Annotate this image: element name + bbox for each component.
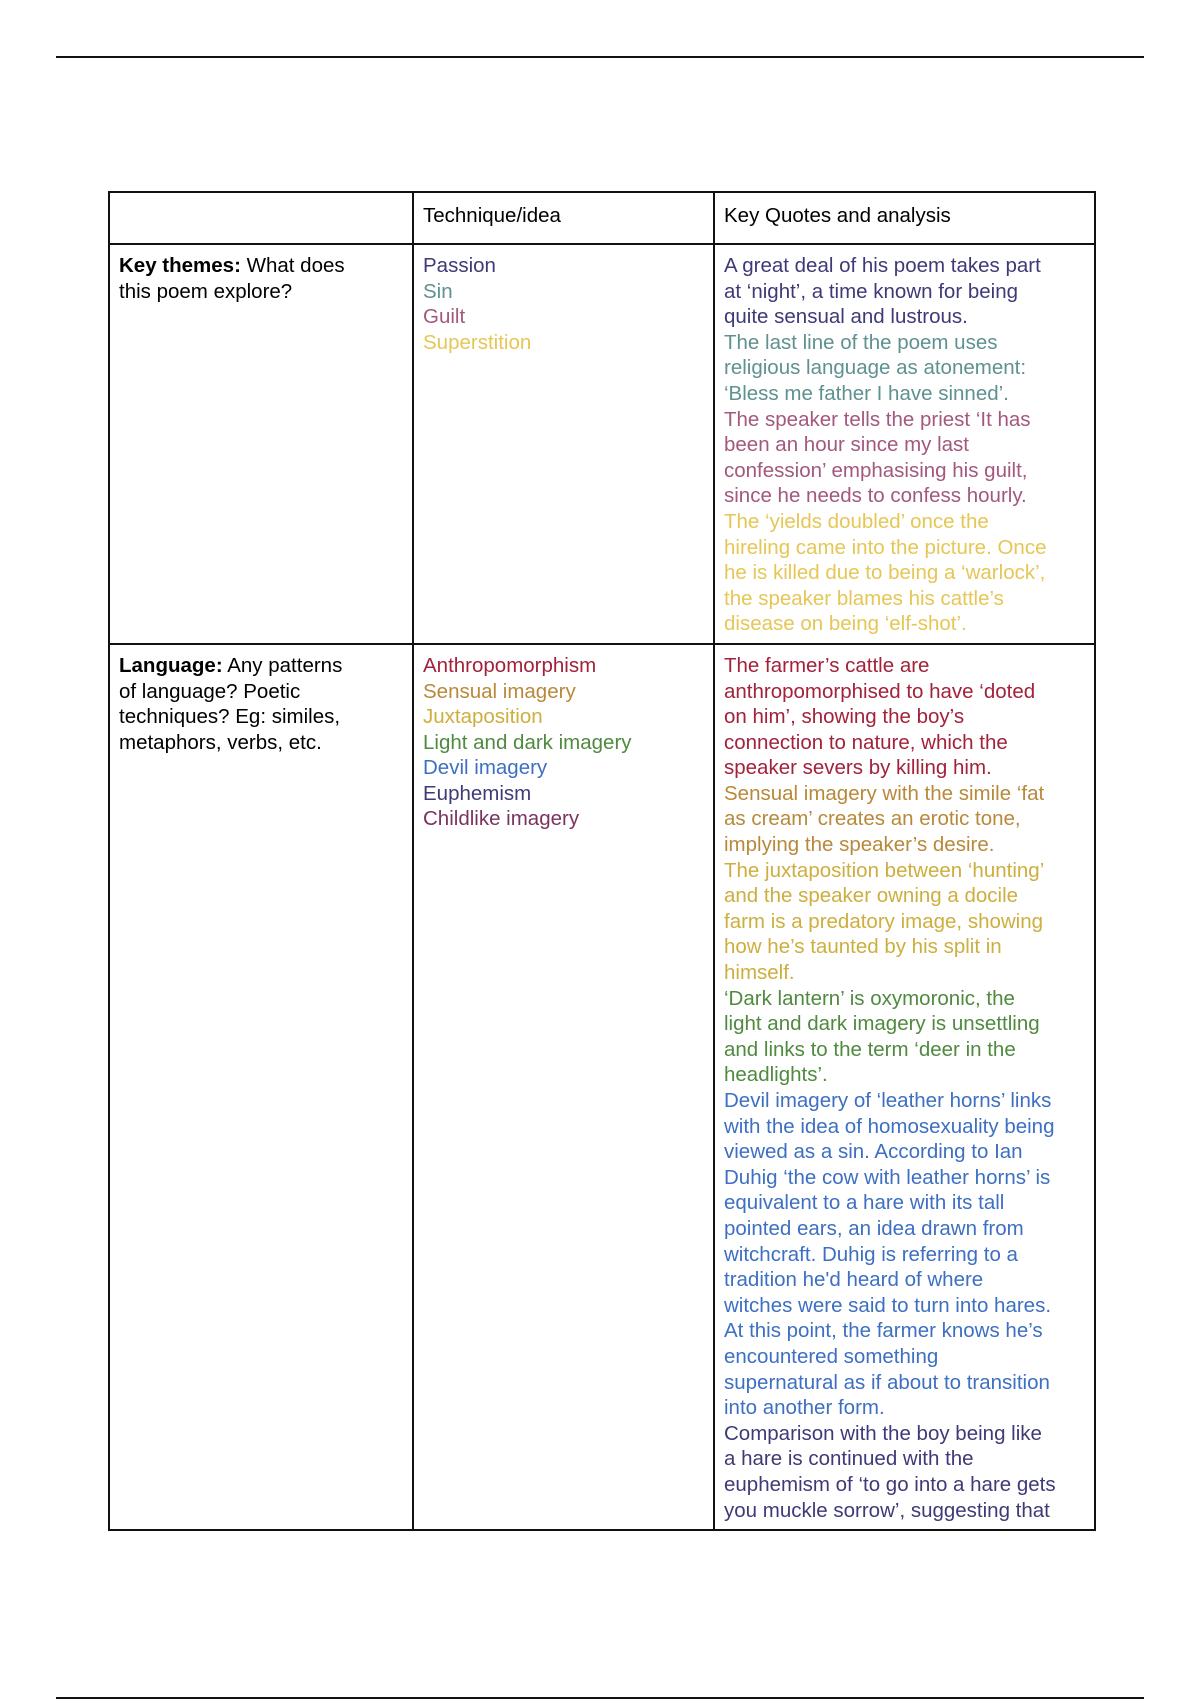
technique-item: Euphemism (423, 781, 532, 805)
analysis-paragraph: Devil imagery of ‘leather horns’ links wi… (724, 1088, 1085, 1421)
row-label-line: metaphors, verbs, etc. (119, 730, 322, 754)
analysis-line: supernatural as if about to transition (724, 1370, 1050, 1394)
top-rule (56, 56, 1144, 58)
table-row-themes: Key themes: What does this poem explore? … (108, 243, 1096, 645)
analysis-paragraph: The speaker tells the priest ‘It has been… (724, 407, 1085, 509)
analysis-line: euphemism of ‘to go into a hare gets (724, 1472, 1056, 1496)
analysis-line: implying the speaker’s desire. (724, 833, 995, 857)
row-label-line: this poem explore? (119, 279, 293, 303)
technique-item: Sensual imagery (423, 679, 576, 703)
technique-item: Sin (423, 279, 453, 303)
analysis-line: religious language as atonement: (724, 356, 1027, 380)
analysis-line: as cream’ creates an erotic tone, (724, 807, 1021, 831)
analysis-line: equivalent to a hare with its tall (724, 1191, 1005, 1215)
technique-list: Passion Sin Guilt Superstition (412, 243, 715, 645)
row-label-text: What does (246, 254, 345, 277)
analysis-line: A great deal of his poem takes part (724, 254, 1041, 277)
analysis-line: disease on being ‘elf-shot’. (724, 612, 967, 636)
table-row-language: Language: Any patterns of language? Poeti… (108, 642, 1096, 1532)
analysis-line: a hare is continued with the (724, 1447, 974, 1471)
analysis-line: connection to nature, which the (724, 730, 1008, 754)
analysis-line: The farmer’s cattle are (724, 653, 930, 677)
technique-item: Childlike imagery (423, 807, 580, 831)
analysis-line: viewed as a sin. According to Ian (724, 1140, 1023, 1164)
analysis-line: Duhig ‘the cow with leather horns’ is (724, 1165, 1051, 1189)
row-label-bold: Key themes: (119, 254, 241, 277)
header-empty-cell (108, 191, 414, 245)
row-label-line: Key themes: What does (119, 253, 403, 279)
header-quotes: Key Quotes and analysis (713, 191, 1096, 245)
analysis-line: farm is a predatory image, showing (724, 909, 1044, 933)
analysis-line: pointed ears, an idea drawn from (724, 1216, 1024, 1240)
row-label: Key themes: What does this poem explore? (108, 243, 414, 645)
analysis-line: into another form. (724, 1396, 885, 1420)
analysis-line: Sensual imagery with the simile ‘fat (724, 781, 1045, 805)
row-label-text: Any patterns (227, 653, 343, 677)
analysis-paragraph: Sensual imagery with the simile ‘fat as c… (724, 781, 1085, 858)
analysis-paragraph: The juxtaposition between ‘hunting’ and t… (724, 858, 1085, 986)
analysis-line: the speaker blames his cattle’s (724, 586, 1004, 610)
technique-item: Anthropomorphism (423, 653, 597, 677)
bottom-rule (56, 1697, 1144, 1699)
analysis-line: The ‘yields doubled’ once the (724, 509, 989, 533)
analysis-line: Devil imagery of ‘leather horns’ links (724, 1089, 1052, 1112)
row-label-bold: Language: (119, 653, 223, 677)
analysis-paragraph: The farmer’s cattle are anthropomorphised… (724, 653, 1085, 781)
technique-item: Juxtaposition (423, 705, 543, 729)
analysis-line: ‘Dark lantern’ is oxymoronic, the (724, 986, 1015, 1010)
header-technique: Technique/idea (412, 191, 715, 245)
analysis-line: The speaker tells the priest ‘It has (724, 407, 1031, 431)
analysis-line: anthropomorphised to have ‘doted (724, 679, 1036, 703)
analysis-line: since he needs to confess hourly. (724, 484, 1027, 508)
analysis-line: ‘Bless me father I have sinned’. (724, 381, 1009, 405)
analysis-line: himself. (724, 961, 795, 985)
analysis-line: At this point, the farmer knows he’s (724, 1319, 1043, 1343)
analysis-paragraph: ‘Dark lantern’ is oxymoronic, the light a… (724, 986, 1085, 1088)
analysis-line: confession’ emphasising his guilt, (724, 458, 1028, 482)
analysis-line: Comparison with the boy being like (724, 1421, 1042, 1445)
analysis-line: The last line of the poem uses (724, 330, 998, 354)
analysis-line: witches were said to turn into hares. (724, 1293, 1052, 1317)
analysis-line: speaker severs by killing him. (724, 756, 992, 780)
analysis-paragraph: The last line of the poem uses religious … (724, 330, 1085, 407)
analysis-line: witchcraft. Duhig is referring to a (724, 1242, 1018, 1266)
analysis-line: you muckle sorrow’, suggesting that (724, 1498, 1050, 1522)
technique-list: Anthropomorphism Sensual imagery Juxtaposi… (412, 642, 715, 1532)
row-label-line: of language? Poetic (119, 679, 301, 703)
analysis-line: how he’s taunted by his split in (724, 935, 1002, 959)
technique-item: Superstition (423, 330, 532, 354)
header-row: Technique/idea Key Quotes and analysis (108, 191, 1096, 245)
analysis-line: quite sensual and lustrous. (724, 305, 968, 329)
analysis-line: headlights’. (724, 1063, 828, 1087)
row-label-line: Language: Any patterns (119, 653, 403, 679)
analysis-line: The juxtaposition between ‘hunting’ (724, 858, 1045, 882)
analysis-line: been an hour since my last (724, 433, 969, 457)
analysis-cell: The farmer’s cattle are anthropomorphised… (713, 642, 1096, 1532)
analysis-paragraph: The ‘yields doubled’ once the hireling ca… (724, 509, 1085, 637)
analysis-line: tradition he'd heard of where (724, 1268, 984, 1292)
technique-item: Devil imagery (423, 756, 548, 780)
analysis-paragraph: A great deal of his poem takes part at ‘n… (724, 253, 1085, 330)
analysis-paragraph: Comparison with the boy being like a hare… (724, 1421, 1085, 1523)
analysis-cell: A great deal of his poem takes part at ‘n… (713, 243, 1096, 645)
analysis-line: at ‘night’, a time known for being (724, 279, 1018, 303)
analysis-line: light and dark imagery is unsettling (724, 1012, 1040, 1036)
analysis-table: Technique/idea Key Quotes and analysis K… (108, 191, 1096, 1532)
analysis-line: and the speaker owning a docile (724, 884, 1019, 908)
analysis-line: with the idea of homosexuality being (724, 1114, 1055, 1138)
row-label: Language: Any patterns of language? Poeti… (108, 642, 414, 1532)
analysis-line: hireling came into the picture. Once (724, 535, 1047, 559)
analysis-line: he is killed due to being a ‘warlock’, (724, 561, 1046, 585)
analysis-line: and links to the term ‘deer in the (724, 1037, 1016, 1061)
technique-item: Guilt (423, 305, 466, 329)
technique-item: Light and dark imagery (423, 730, 632, 754)
technique-item: Passion (423, 254, 496, 277)
row-label-line: techniques? Eg: similes, (119, 705, 341, 729)
analysis-line: on him’, showing the boy’s (724, 705, 965, 729)
analysis-line: encountered something (724, 1344, 939, 1368)
